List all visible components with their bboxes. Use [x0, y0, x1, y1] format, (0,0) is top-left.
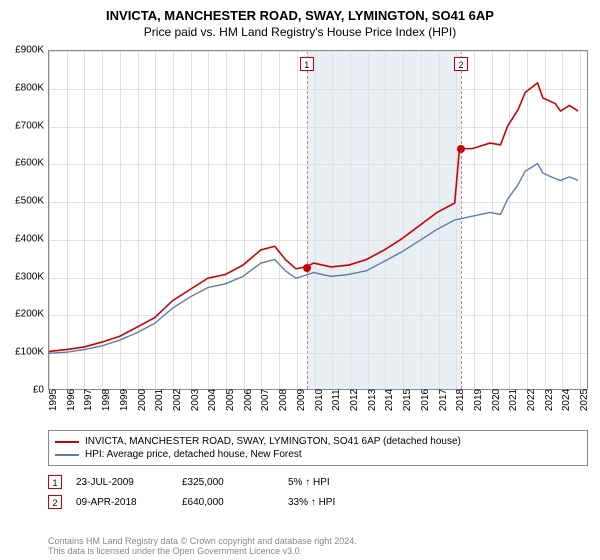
footer-line: This data is licensed under the Open Gov…	[48, 546, 588, 556]
y-tick-label: £400K	[0, 233, 44, 244]
sale-marker-icon: 2	[48, 495, 62, 509]
legend-item-hpi: HPI: Average price, detached house, New …	[55, 448, 581, 461]
x-tick-label: 2008	[278, 389, 289, 411]
y-tick-label: £300K	[0, 271, 44, 282]
sale-point-label: 2	[454, 57, 468, 71]
legend-swatch	[55, 454, 79, 456]
x-tick-label: 2017	[438, 389, 449, 411]
y-tick-label: £800K	[0, 82, 44, 93]
sale-marker-icon: 1	[48, 475, 62, 489]
sales-table: 1 23-JUL-2009 £325,000 5% ↑ HPI 2 09-APR…	[48, 472, 588, 512]
x-tick-label: 2022	[526, 389, 537, 411]
legend-label: INVICTA, MANCHESTER ROAD, SWAY, LYMINGTO…	[85, 436, 461, 447]
y-axis-labels: £0£100K£200K£300K£400K£500K£600K£700K£80…	[0, 50, 46, 390]
sale-point-dot	[303, 264, 311, 272]
sale-point-dot	[457, 145, 465, 153]
x-tick-label: 2019	[473, 389, 484, 411]
sale-pct: 33% ↑ HPI	[288, 497, 380, 508]
y-tick-label: £0	[0, 385, 44, 396]
sale-pct: 5% ↑ HPI	[288, 477, 380, 488]
y-tick-label: £200K	[0, 309, 44, 320]
x-tick-label: 2004	[207, 389, 218, 411]
x-tick-label: 2010	[314, 389, 325, 411]
x-tick-label: 2020	[491, 389, 502, 411]
chart-title: INVICTA, MANCHESTER ROAD, SWAY, LYMINGTO…	[0, 0, 600, 23]
legend-swatch	[55, 441, 79, 443]
sales-row-1: 1 23-JUL-2009 £325,000 5% ↑ HPI	[48, 472, 588, 492]
chart-container: INVICTA, MANCHESTER ROAD, SWAY, LYMINGTO…	[0, 0, 600, 560]
x-tick-label: 2012	[349, 389, 360, 411]
x-tick-label: 2000	[137, 389, 148, 411]
x-tick-label: 2013	[367, 389, 378, 411]
x-tick-label: 2025	[579, 389, 590, 411]
legend-box: INVICTA, MANCHESTER ROAD, SWAY, LYMINGTO…	[48, 430, 588, 466]
sale-point-label: 1	[300, 57, 314, 71]
sale-date: 09-APR-2018	[76, 497, 168, 508]
legend-label: HPI: Average price, detached house, New …	[85, 449, 302, 460]
y-tick-label: £100K	[0, 347, 44, 358]
x-tick-label: 2002	[172, 389, 183, 411]
x-tick-label: 2006	[243, 389, 254, 411]
series-invicta	[49, 83, 578, 352]
x-tick-label: 2023	[544, 389, 555, 411]
y-tick-label: £600K	[0, 158, 44, 169]
x-axis-labels: 1995 1996 1997 1998 1999 2000 2001 2002 2003 2004…	[48, 392, 588, 432]
x-tick-label: 1999	[119, 389, 130, 411]
x-tick-label: 2015	[402, 389, 413, 411]
x-tick-label: 2024	[561, 389, 572, 411]
footer-attribution: Contains HM Land Registry data © Crown c…	[48, 536, 588, 556]
sale-date: 23-JUL-2009	[76, 477, 168, 488]
chart-subtitle: Price paid vs. HM Land Registry's House …	[0, 23, 600, 45]
sales-row-2: 2 09-APR-2018 £640,000 33% ↑ HPI	[48, 492, 588, 512]
x-tick-label: 1998	[101, 389, 112, 411]
x-tick-label: 2021	[508, 389, 519, 411]
x-tick-label: 1996	[66, 389, 77, 411]
footer-line: Contains HM Land Registry data © Crown c…	[48, 536, 588, 546]
x-tick-label: 2005	[225, 389, 236, 411]
y-tick-label: £900K	[0, 45, 44, 56]
x-tick-label: 1995	[48, 389, 59, 411]
y-tick-label: £500K	[0, 196, 44, 207]
x-tick-label: 2009	[296, 389, 307, 411]
x-tick-label: 2007	[260, 389, 271, 411]
x-tick-label: 2016	[420, 389, 431, 411]
series-hpi	[49, 164, 578, 354]
y-tick-label: £700K	[0, 120, 44, 131]
sale-price: £325,000	[182, 477, 274, 488]
x-tick-label: 2014	[384, 389, 395, 411]
x-tick-label: 2003	[190, 389, 201, 411]
plot-area: 12	[48, 50, 588, 390]
sale-price: £640,000	[182, 497, 274, 508]
legend-item-invicta: INVICTA, MANCHESTER ROAD, SWAY, LYMINGTO…	[55, 435, 581, 448]
x-tick-label: 2011	[331, 389, 342, 411]
x-tick-label: 2001	[154, 389, 165, 411]
x-tick-label: 1997	[83, 389, 94, 411]
line-series-svg	[49, 51, 587, 389]
x-tick-label: 2018	[455, 389, 466, 411]
